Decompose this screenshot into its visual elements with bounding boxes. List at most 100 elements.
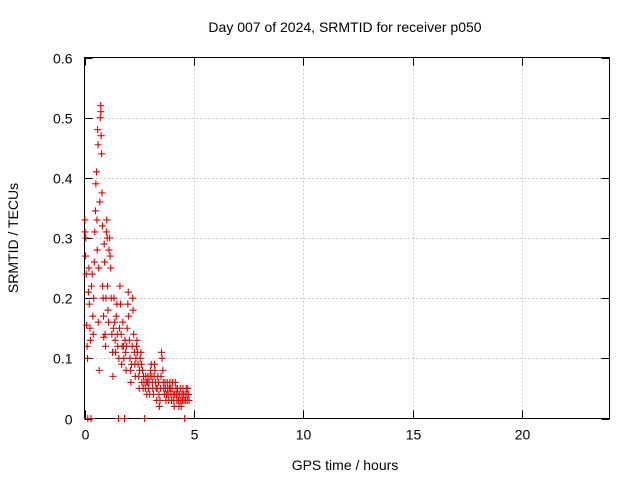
data-point bbox=[94, 141, 102, 149]
data-point bbox=[155, 402, 163, 410]
y-tick-label: 0.1 bbox=[53, 351, 73, 367]
y-tick-label: 0.2 bbox=[53, 291, 73, 307]
data-point bbox=[85, 264, 93, 272]
x-tick-labels: 0 5 10 15 20 bbox=[82, 427, 531, 443]
y-tick-label: 0.3 bbox=[53, 231, 73, 247]
data-point bbox=[105, 246, 113, 254]
data-point bbox=[114, 415, 122, 422]
data-point bbox=[151, 366, 159, 374]
data-point bbox=[103, 282, 111, 290]
data-point bbox=[105, 318, 113, 326]
x-tick-label: 0 bbox=[82, 427, 90, 443]
data-point bbox=[95, 264, 103, 272]
data-point bbox=[116, 324, 123, 332]
data-point bbox=[91, 228, 99, 236]
data-point bbox=[130, 330, 138, 338]
data-point bbox=[137, 360, 145, 368]
axis-ticks bbox=[84, 57, 610, 420]
data-point bbox=[97, 108, 105, 116]
data-point bbox=[81, 216, 89, 224]
data-point bbox=[117, 300, 125, 308]
data-point bbox=[126, 354, 134, 362]
data-point bbox=[93, 246, 101, 254]
data-point bbox=[106, 234, 114, 242]
x-axis-label: GPS time / hours bbox=[292, 457, 399, 473]
data-point bbox=[116, 282, 124, 290]
data-point bbox=[82, 252, 90, 260]
data-point bbox=[100, 333, 108, 341]
data-point bbox=[156, 396, 164, 404]
data-point bbox=[184, 390, 192, 398]
data-point bbox=[94, 126, 102, 134]
x-tick-label: 20 bbox=[515, 427, 531, 443]
data-point bbox=[106, 252, 114, 260]
data-point bbox=[185, 396, 193, 404]
y-axis-label: SRMTID / TECUs bbox=[5, 183, 21, 293]
data-point bbox=[94, 318, 102, 326]
data-point bbox=[91, 207, 99, 215]
data-point bbox=[159, 366, 167, 374]
data-point bbox=[104, 306, 112, 314]
data-point bbox=[121, 415, 129, 422]
data-point bbox=[82, 234, 90, 242]
data-point bbox=[84, 288, 92, 296]
data-point bbox=[124, 288, 132, 296]
data-point bbox=[110, 294, 118, 302]
data-point bbox=[151, 360, 158, 368]
data-point bbox=[86, 336, 94, 344]
data-point bbox=[100, 312, 108, 320]
data-point bbox=[127, 378, 135, 386]
data-point bbox=[138, 366, 146, 374]
data-point bbox=[92, 180, 100, 188]
data-point bbox=[98, 222, 106, 230]
data-point bbox=[111, 336, 119, 344]
data-point bbox=[90, 294, 98, 302]
data-point bbox=[98, 189, 106, 197]
y-tick-label: 0 bbox=[65, 412, 73, 428]
data-point bbox=[137, 348, 145, 356]
data-point bbox=[133, 336, 141, 344]
data-point bbox=[101, 330, 109, 338]
data-point bbox=[89, 330, 97, 338]
data-point bbox=[184, 384, 192, 392]
data-point bbox=[125, 336, 133, 344]
data-point bbox=[93, 168, 101, 176]
data-point bbox=[103, 216, 111, 224]
data-point bbox=[109, 372, 117, 380]
data-point bbox=[136, 354, 144, 362]
data-point bbox=[120, 354, 128, 362]
data-point bbox=[125, 312, 133, 320]
data-point bbox=[84, 354, 92, 362]
data-point bbox=[181, 415, 189, 422]
plot-frame bbox=[84, 57, 610, 419]
data-point bbox=[107, 264, 115, 272]
x-tick-label: 5 bbox=[191, 427, 199, 443]
x-tick-label: 15 bbox=[406, 427, 422, 443]
data-point bbox=[89, 312, 97, 320]
data-point bbox=[83, 342, 91, 350]
data-point bbox=[124, 300, 132, 308]
data-point bbox=[93, 216, 101, 224]
data-point bbox=[119, 318, 127, 326]
chart-title: Day 007 of 2024, SRMTID for receiver p05… bbox=[208, 19, 481, 35]
data-point bbox=[83, 321, 91, 329]
data-point bbox=[129, 306, 137, 314]
data-point bbox=[81, 228, 89, 236]
data-point bbox=[112, 312, 120, 320]
data-point bbox=[157, 372, 165, 380]
data-point bbox=[129, 294, 137, 302]
data-point bbox=[102, 228, 110, 236]
y-tick-label: 0.5 bbox=[53, 111, 73, 127]
data-point bbox=[158, 354, 166, 362]
data-point bbox=[97, 102, 105, 110]
data-point bbox=[133, 342, 141, 350]
data-point bbox=[86, 324, 94, 332]
data-point bbox=[98, 150, 106, 158]
data-points bbox=[81, 102, 193, 422]
data-point bbox=[90, 258, 98, 266]
data-point bbox=[88, 282, 95, 290]
data-point bbox=[100, 240, 108, 248]
data-point bbox=[102, 342, 109, 350]
grid bbox=[84, 57, 610, 419]
